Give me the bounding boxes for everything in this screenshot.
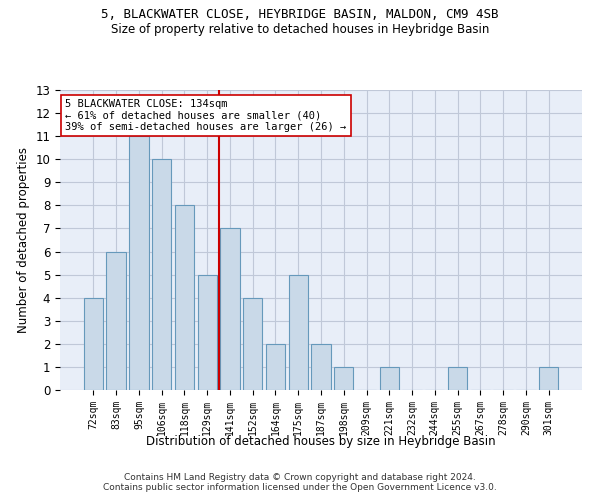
Y-axis label: Number of detached properties: Number of detached properties	[17, 147, 30, 333]
Bar	[175, 206, 194, 390]
Bar	[84, 298, 103, 390]
Bar	[380, 367, 399, 390]
Bar	[152, 159, 172, 390]
Bar	[539, 367, 558, 390]
Bar	[334, 367, 353, 390]
Bar	[220, 228, 239, 390]
Bar	[197, 274, 217, 390]
Bar	[129, 136, 149, 390]
Text: 5 BLACKWATER CLOSE: 134sqm
← 61% of detached houses are smaller (40)
39% of semi: 5 BLACKWATER CLOSE: 134sqm ← 61% of deta…	[65, 99, 346, 132]
Text: Contains HM Land Registry data © Crown copyright and database right 2024.
Contai: Contains HM Land Registry data © Crown c…	[103, 472, 497, 492]
Bar	[266, 344, 285, 390]
Bar	[243, 298, 262, 390]
Bar	[311, 344, 331, 390]
Bar	[289, 274, 308, 390]
Text: Size of property relative to detached houses in Heybridge Basin: Size of property relative to detached ho…	[111, 22, 489, 36]
Bar	[448, 367, 467, 390]
Text: Distribution of detached houses by size in Heybridge Basin: Distribution of detached houses by size …	[146, 435, 496, 448]
Bar	[106, 252, 126, 390]
Text: 5, BLACKWATER CLOSE, HEYBRIDGE BASIN, MALDON, CM9 4SB: 5, BLACKWATER CLOSE, HEYBRIDGE BASIN, MA…	[101, 8, 499, 20]
